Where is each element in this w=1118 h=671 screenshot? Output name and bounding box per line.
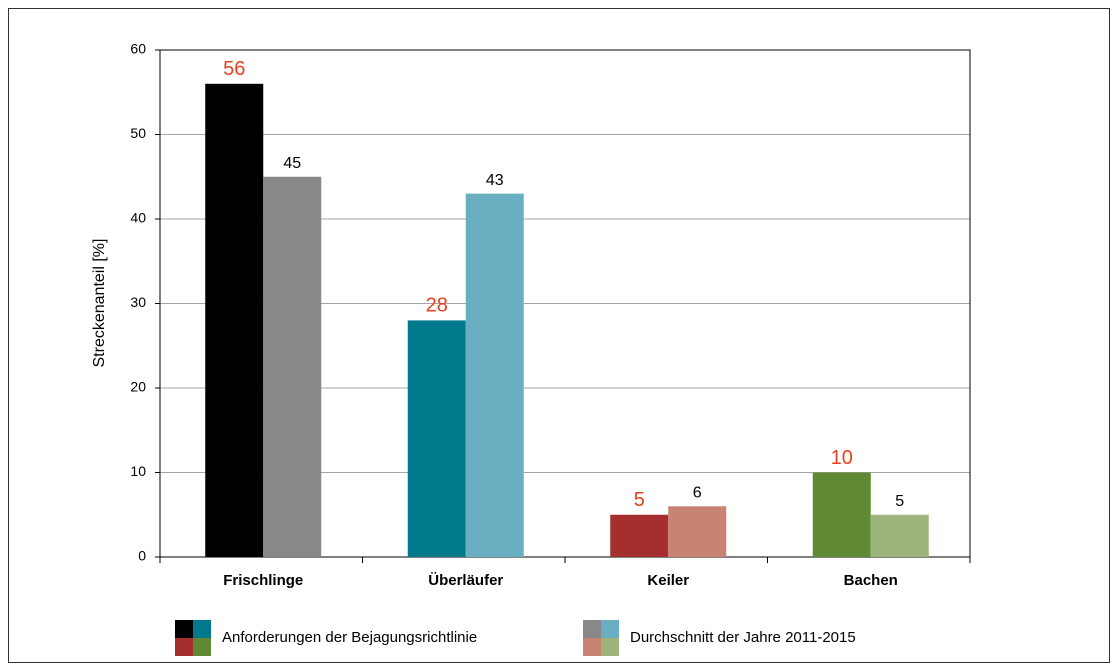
- y-tick-label: 60: [130, 41, 146, 57]
- legend-swatch: [583, 620, 601, 638]
- legend-label: Anforderungen der Bejagungsrichtlinie: [222, 629, 477, 646]
- bar: [668, 506, 727, 557]
- x-tick-label: Frischlinge: [223, 572, 303, 589]
- legend-swatch: [583, 638, 601, 656]
- data-label: 5: [895, 493, 904, 510]
- legend-swatch: [601, 620, 619, 638]
- legend-label: Durchschnitt der Jahre 2011-2015: [630, 629, 856, 646]
- data-label: 5: [634, 489, 645, 511]
- bar: [812, 472, 871, 557]
- bar: [263, 176, 322, 557]
- x-tick-label: Bachen: [844, 572, 898, 589]
- frame: [8, 8, 1110, 663]
- y-tick-label: 30: [130, 294, 146, 310]
- y-tick-label: 40: [130, 210, 146, 226]
- data-label: 6: [693, 485, 702, 502]
- legend-swatch: [175, 638, 193, 656]
- data-label: 10: [831, 447, 853, 469]
- y-axis-label: Streckenanteil [%]: [91, 239, 108, 368]
- y-tick-label: 20: [130, 379, 146, 395]
- x-tick-label: Überläufer: [428, 572, 503, 589]
- y-tick-label: 10: [130, 463, 146, 479]
- legend-swatch: [175, 620, 193, 638]
- x-tick-label: Keiler: [647, 572, 689, 589]
- data-label: 28: [426, 295, 448, 317]
- bar: [465, 193, 524, 557]
- data-label: 43: [486, 172, 504, 189]
- bar: [205, 83, 264, 558]
- legend-swatch: [601, 638, 619, 656]
- data-label: 45: [283, 155, 301, 172]
- legend-swatch: [193, 620, 211, 638]
- legend-swatch: [193, 638, 211, 656]
- bar: [407, 320, 466, 557]
- bar: [610, 514, 669, 557]
- y-tick-label: 50: [130, 125, 146, 141]
- data-label: 56: [223, 58, 245, 80]
- y-tick-label: 0: [138, 548, 146, 564]
- bar: [870, 514, 929, 557]
